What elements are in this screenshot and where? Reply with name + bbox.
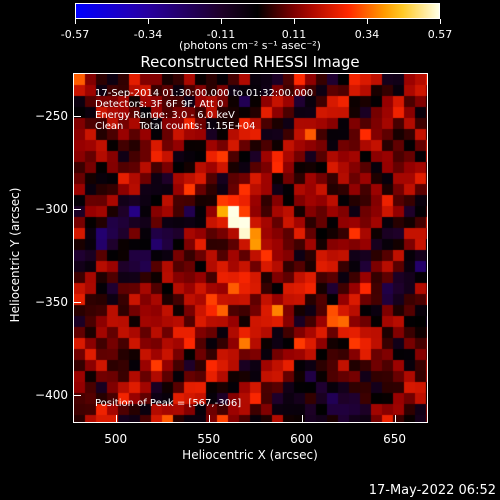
energy-range: Energy Range: 3.0 - 6.0 keV <box>95 110 235 121</box>
detectors: Detectors: 3F 6F 9F, Att 0 <box>95 99 224 110</box>
colorbar-tick <box>294 19 295 24</box>
colorbar-tick <box>367 19 368 24</box>
y-tick-label: −300 <box>35 201 68 216</box>
y-tick <box>73 301 81 303</box>
colorbar-tick-label: -0.11 <box>206 28 236 41</box>
clean-total-counts: Clean Total counts: 1.15E+04 <box>95 121 256 132</box>
time-range: 17-Sep-2014 01:30:00.000 to 01:32:00.000 <box>95 88 314 99</box>
x-tick <box>394 415 396 423</box>
colorbar <box>75 3 440 19</box>
x-axis-title: Heliocentric X (arcsec) <box>182 448 318 462</box>
y-tick-label: −400 <box>35 388 68 403</box>
y-tick-label: −250 <box>35 108 68 123</box>
colorbar-tick <box>148 19 149 24</box>
x-tick-label: 500 <box>104 432 128 446</box>
colorbar-tick <box>221 19 222 24</box>
colorbar-units: (photons cm⁻² s⁻¹ asec⁻²) <box>179 39 321 52</box>
timestamp: 17-May-2022 06:52 <box>368 483 496 498</box>
x-tick <box>208 415 210 423</box>
heatmap-canvas <box>74 74 427 422</box>
colorbar-tick <box>440 19 441 24</box>
y-tick <box>73 115 81 117</box>
colorbar-tick-label: -0.57 <box>60 28 90 41</box>
colorbar-tick <box>75 19 76 24</box>
x-tick-label: 600 <box>290 432 314 446</box>
heatmap-plot <box>73 73 428 423</box>
x-tick <box>301 415 303 423</box>
colorbar-tick-label: 0.34 <box>354 28 380 41</box>
colorbar-tick-label: -0.34 <box>133 28 163 41</box>
x-tick <box>115 415 117 423</box>
chart-title: Reconstructed RHESSI Image <box>140 53 360 71</box>
colorbar-tick-label: 0.57 <box>427 28 453 41</box>
y-tick <box>73 208 81 210</box>
y-tick-label: −350 <box>35 294 68 309</box>
x-tick-label: 550 <box>197 432 221 446</box>
colorbar-tick-label: 0.11 <box>281 28 307 41</box>
x-tick-label: 650 <box>383 432 406 446</box>
peak-position: Position of Peak = [567,-306] <box>95 398 242 409</box>
y-axis-title: Heliocentric Y (arcsec) <box>8 187 22 323</box>
y-tick <box>73 395 81 397</box>
